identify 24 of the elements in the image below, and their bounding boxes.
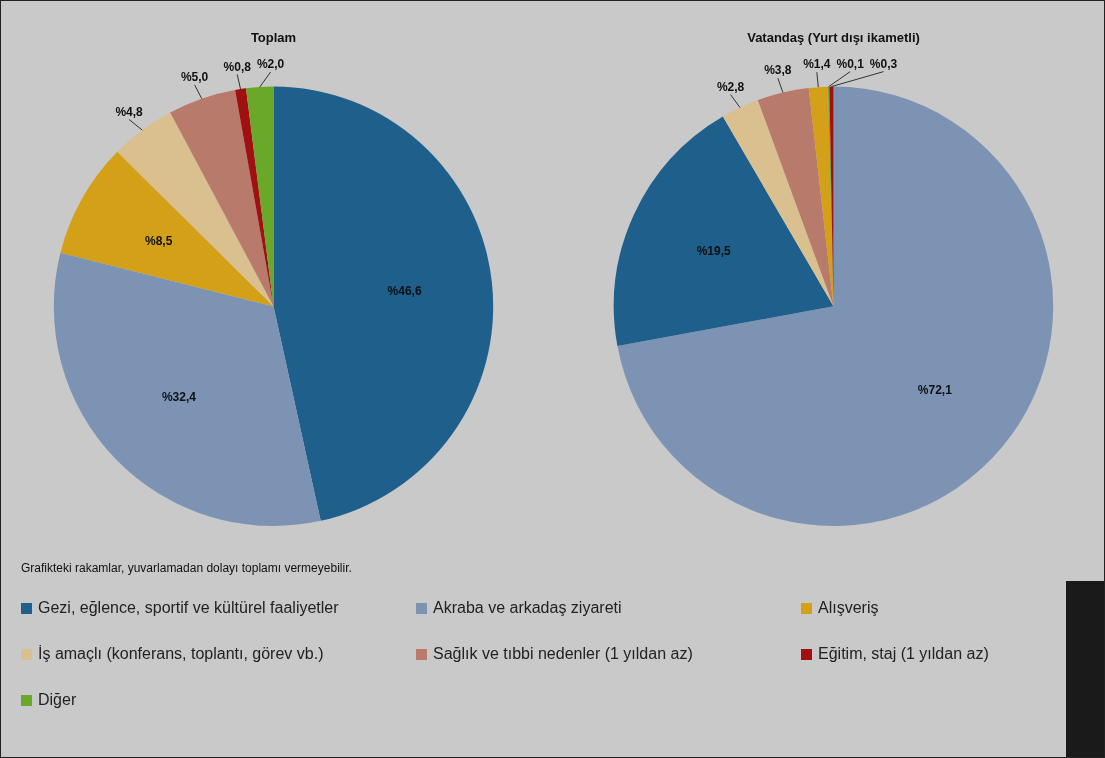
chart-title: Toplam [250, 30, 297, 46]
data-label: %0,1 [836, 56, 865, 71]
legend-label: Diğer [38, 691, 77, 709]
data-label: %4,8 [115, 104, 144, 119]
data-label: %2,8 [716, 79, 745, 94]
data-label: %5,0 [180, 70, 209, 85]
legend-label: Eğitim, staj (1 yıldan az) [818, 645, 989, 663]
data-label: %72,1 [917, 382, 953, 397]
chart-title: Vatandaş (Yurt dışı ikametli) [747, 30, 920, 46]
data-label: %0,8 [223, 59, 252, 74]
legend-label: Sağlık ve tıbbi nedenler (1 yıldan az) [433, 645, 693, 663]
legend-label: Alışveriş [818, 599, 879, 617]
data-label: %0,3 [869, 56, 898, 71]
text: Grafikteki rakamlar, yuvarlamadan dolayı toplamı vermeyebilir. [21, 561, 352, 575]
data-label: %1,4 [803, 57, 831, 72]
legend-label: Gezi, eğlence, sportif ve kültürel faaliyetler [38, 599, 339, 617]
legend-label: İş amaçlı (konferans, toplantı, görev vb.) [38, 645, 324, 663]
data-label: %2,0 [256, 57, 285, 72]
data-label: %46,6 [387, 284, 422, 299]
data-label: %8,5 [144, 233, 173, 248]
data-label: %3,8 [764, 63, 792, 78]
data-label: %19,5 [696, 243, 732, 258]
legend-label: Akraba ve arkadaş ziyareti [433, 599, 622, 617]
data-label: %32,4 [161, 390, 197, 405]
